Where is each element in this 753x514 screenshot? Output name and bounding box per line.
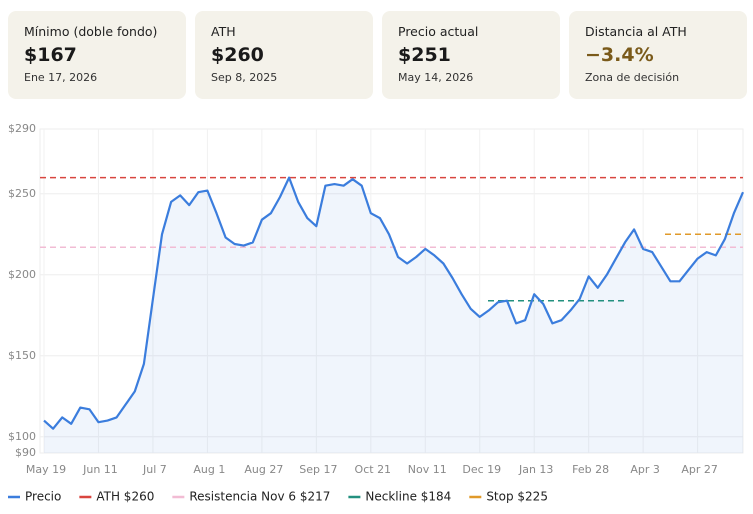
stat-card: ATH $260 Sep 8, 2025 <box>195 11 373 99</box>
y-tick-label: $250 <box>8 187 36 200</box>
x-tick-label: Oct 21 <box>355 463 392 476</box>
x-tick-label: Aug 1 <box>193 463 225 476</box>
y-tick-label: $290 <box>8 122 36 135</box>
card-value: −3.4% <box>585 44 654 66</box>
x-tick-label: Apr 27 <box>681 463 718 476</box>
legend-label: Precio <box>25 490 61 504</box>
stat-cards: Mínimo (doble fondo) $167 Ene 17, 2026 ATH $… <box>8 11 747 99</box>
x-tick-label: Feb 28 <box>572 463 609 476</box>
stat-card: Distancia al ATH −3.4% Zona de decisión <box>569 11 747 99</box>
card-value: $167 <box>24 44 77 66</box>
legend-label: Neckline $184 <box>365 490 451 504</box>
card-subtitle: Sep 8, 2025 <box>211 71 278 84</box>
card-title: Distancia al ATH <box>585 24 687 39</box>
card-value: $251 <box>398 44 451 66</box>
y-tick-label: $200 <box>8 268 36 281</box>
stat-card: Precio actual $251 May 14, 2026 <box>382 11 560 99</box>
legend-label: Resistencia Nov 6 $217 <box>189 490 330 504</box>
card-value: $260 <box>211 44 264 66</box>
legend-label: Stop $225 <box>486 490 548 504</box>
card-title: Mínimo (doble fondo) <box>24 24 158 39</box>
y-tick-label: $100 <box>8 430 36 443</box>
x-tick-label: Nov 11 <box>408 463 447 476</box>
card-title: ATH <box>211 24 236 39</box>
x-tick-label: Aug 27 <box>244 463 283 476</box>
x-tick-label: Dec 19 <box>462 463 501 476</box>
x-tick-label: Jul 7 <box>142 463 167 476</box>
card-subtitle: May 14, 2026 <box>398 71 474 84</box>
x-tick-label: Apr 3 <box>630 463 660 476</box>
card-subtitle: Ene 17, 2026 <box>24 71 98 84</box>
price-line <box>43 176 745 430</box>
y-tick-label: $150 <box>8 349 36 362</box>
stat-card: Mínimo (doble fondo) $167 Ene 17, 2026 <box>8 11 186 99</box>
price-area <box>44 177 743 453</box>
x-tick-label: Sep 17 <box>299 463 337 476</box>
y-tick-label: $90 <box>15 446 36 459</box>
card-title: Precio actual <box>398 24 479 39</box>
legend-label: ATH $260 <box>96 490 154 504</box>
x-tick-label: Jun 11 <box>82 463 118 476</box>
x-tick-label: Jan 13 <box>518 463 553 476</box>
x-tick-label: May 19 <box>26 463 66 476</box>
card-subtitle: Zona de decisión <box>585 71 680 84</box>
